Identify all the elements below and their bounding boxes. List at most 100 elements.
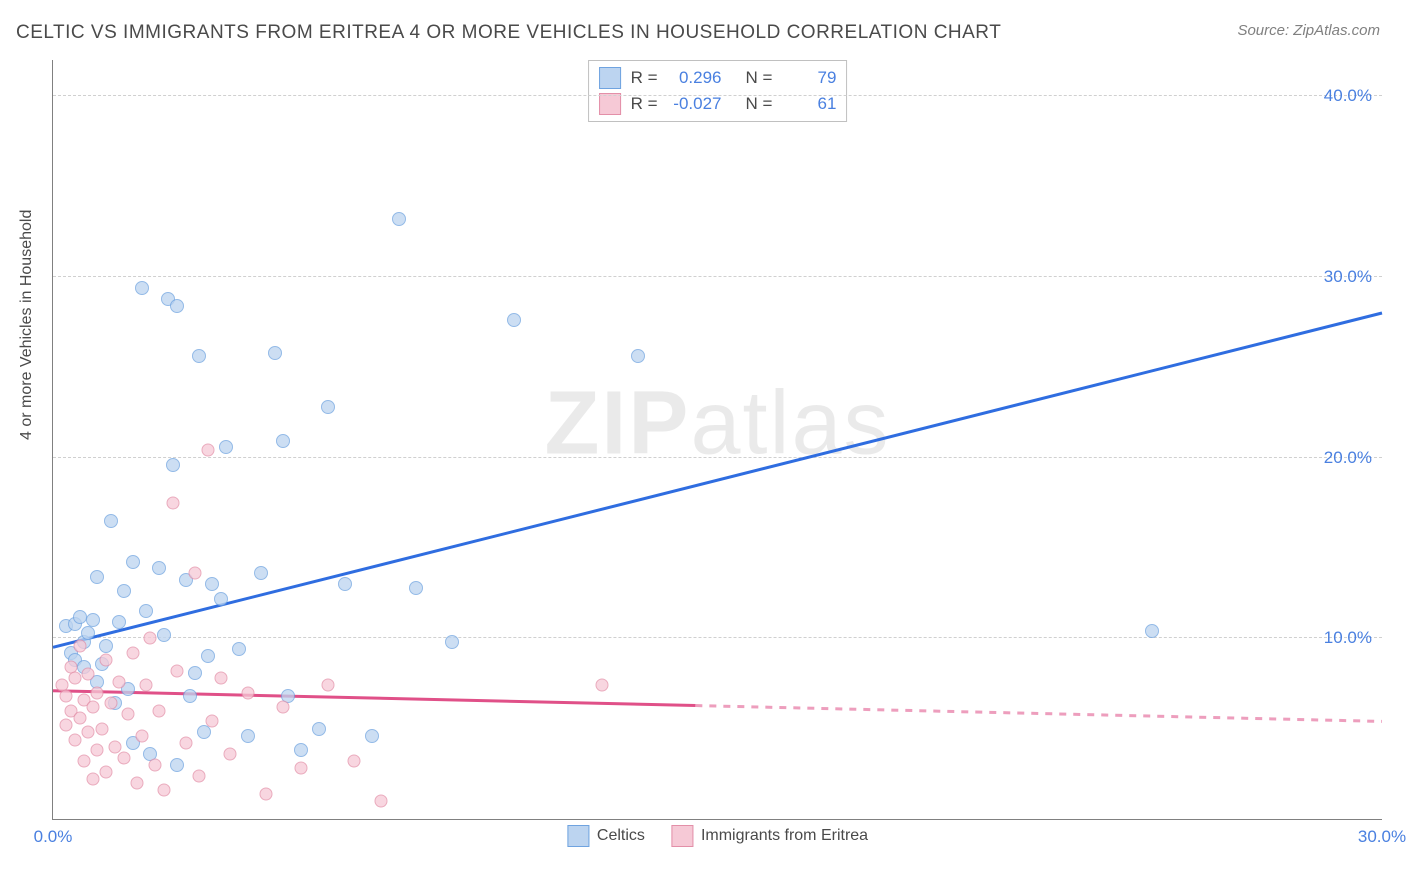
data-point-celtics bbox=[170, 758, 184, 772]
data-point-eritrea bbox=[135, 729, 148, 742]
trend-layer bbox=[53, 60, 1382, 819]
data-point-eritrea bbox=[122, 708, 135, 721]
data-point-eritrea bbox=[78, 755, 91, 768]
data-point-eritrea bbox=[202, 444, 215, 457]
data-point-eritrea bbox=[91, 744, 104, 757]
data-point-celtics bbox=[197, 725, 211, 739]
data-point-celtics bbox=[90, 570, 104, 584]
data-point-eritrea bbox=[69, 733, 82, 746]
data-point-eritrea bbox=[148, 758, 161, 771]
x-tick-label: 30.0% bbox=[1358, 827, 1406, 847]
data-point-celtics bbox=[1145, 624, 1159, 638]
data-point-celtics bbox=[507, 313, 521, 327]
chart-container: CELTIC VS IMMIGRANTS FROM ERITREA 4 OR M… bbox=[0, 0, 1406, 892]
data-point-celtics bbox=[81, 626, 95, 640]
data-point-celtics bbox=[157, 628, 171, 642]
data-point-celtics bbox=[232, 642, 246, 656]
data-point-eritrea bbox=[104, 697, 117, 710]
data-point-celtics bbox=[241, 729, 255, 743]
data-point-eritrea bbox=[224, 747, 237, 760]
data-point-celtics bbox=[631, 349, 645, 363]
data-point-celtics bbox=[294, 743, 308, 757]
data-point-eritrea bbox=[60, 719, 73, 732]
legend-swatch-celtics bbox=[567, 825, 589, 847]
data-point-celtics bbox=[409, 581, 423, 595]
plot-area: ZIPatlas R = 0.296 N = 79 R = -0.027 N =… bbox=[52, 60, 1382, 820]
data-point-eritrea bbox=[82, 726, 95, 739]
data-point-eritrea bbox=[179, 737, 192, 750]
x-tick-label: 0.0% bbox=[34, 827, 73, 847]
data-point-eritrea bbox=[131, 776, 144, 789]
data-point-eritrea bbox=[86, 773, 99, 786]
data-point-celtics bbox=[135, 281, 149, 295]
data-point-celtics bbox=[276, 434, 290, 448]
data-point-eritrea bbox=[157, 784, 170, 797]
data-point-eritrea bbox=[153, 704, 166, 717]
data-point-celtics bbox=[312, 722, 326, 736]
data-point-eritrea bbox=[95, 722, 108, 735]
data-point-celtics bbox=[183, 689, 197, 703]
data-point-eritrea bbox=[596, 679, 609, 692]
data-point-celtics bbox=[73, 610, 87, 624]
data-point-eritrea bbox=[295, 762, 308, 775]
data-point-celtics bbox=[321, 400, 335, 414]
data-point-eritrea bbox=[126, 646, 139, 659]
data-point-eritrea bbox=[100, 653, 113, 666]
data-point-celtics bbox=[104, 514, 118, 528]
data-point-celtics bbox=[166, 458, 180, 472]
data-point-eritrea bbox=[140, 679, 153, 692]
data-point-eritrea bbox=[73, 639, 86, 652]
data-point-celtics bbox=[268, 346, 282, 360]
source-label: Source: ZipAtlas.com bbox=[1237, 22, 1380, 39]
data-point-eritrea bbox=[188, 567, 201, 580]
legend-item-celtics: Celtics bbox=[567, 825, 645, 847]
data-point-eritrea bbox=[82, 668, 95, 681]
trend-line-eritrea bbox=[53, 691, 695, 706]
data-point-celtics bbox=[205, 577, 219, 591]
data-point-celtics bbox=[188, 666, 202, 680]
data-point-eritrea bbox=[277, 700, 290, 713]
data-point-eritrea bbox=[73, 711, 86, 724]
data-point-celtics bbox=[214, 592, 228, 606]
legend-series: Celtics Immigrants from Eritrea bbox=[567, 825, 868, 847]
data-point-eritrea bbox=[171, 664, 184, 677]
data-point-eritrea bbox=[259, 787, 272, 800]
data-point-eritrea bbox=[91, 686, 104, 699]
data-point-celtics bbox=[201, 649, 215, 663]
data-point-eritrea bbox=[166, 496, 179, 509]
data-point-celtics bbox=[338, 577, 352, 591]
data-point-celtics bbox=[219, 440, 233, 454]
chart-title: CELTIC VS IMMIGRANTS FROM ERITREA 4 OR M… bbox=[16, 22, 1001, 44]
data-point-eritrea bbox=[193, 769, 206, 782]
data-point-eritrea bbox=[113, 675, 126, 688]
data-point-celtics bbox=[139, 604, 153, 618]
data-point-celtics bbox=[170, 299, 184, 313]
data-point-celtics bbox=[117, 584, 131, 598]
data-point-eritrea bbox=[60, 690, 73, 703]
legend-label-celtics: Celtics bbox=[597, 827, 645, 845]
data-point-eritrea bbox=[69, 672, 82, 685]
data-point-eritrea bbox=[100, 766, 113, 779]
data-point-eritrea bbox=[86, 700, 99, 713]
data-point-eritrea bbox=[144, 632, 157, 645]
data-point-celtics bbox=[86, 613, 100, 627]
data-point-celtics bbox=[99, 639, 113, 653]
data-point-eritrea bbox=[206, 715, 219, 728]
data-point-eritrea bbox=[241, 686, 254, 699]
data-point-eritrea bbox=[348, 755, 361, 768]
trend-line-celtics bbox=[53, 313, 1382, 647]
data-point-celtics bbox=[152, 561, 166, 575]
data-point-celtics bbox=[445, 635, 459, 649]
data-point-celtics bbox=[126, 555, 140, 569]
data-point-celtics bbox=[365, 729, 379, 743]
data-point-eritrea bbox=[321, 679, 334, 692]
legend-label-eritrea: Immigrants from Eritrea bbox=[701, 827, 868, 845]
data-point-celtics bbox=[192, 349, 206, 363]
trend-line-eritrea-extrapolated bbox=[695, 706, 1382, 722]
legend-item-eritrea: Immigrants from Eritrea bbox=[671, 825, 868, 847]
data-point-eritrea bbox=[374, 794, 387, 807]
data-point-eritrea bbox=[117, 751, 130, 764]
data-point-celtics bbox=[112, 615, 126, 629]
data-point-celtics bbox=[254, 566, 268, 580]
data-point-celtics bbox=[392, 212, 406, 226]
